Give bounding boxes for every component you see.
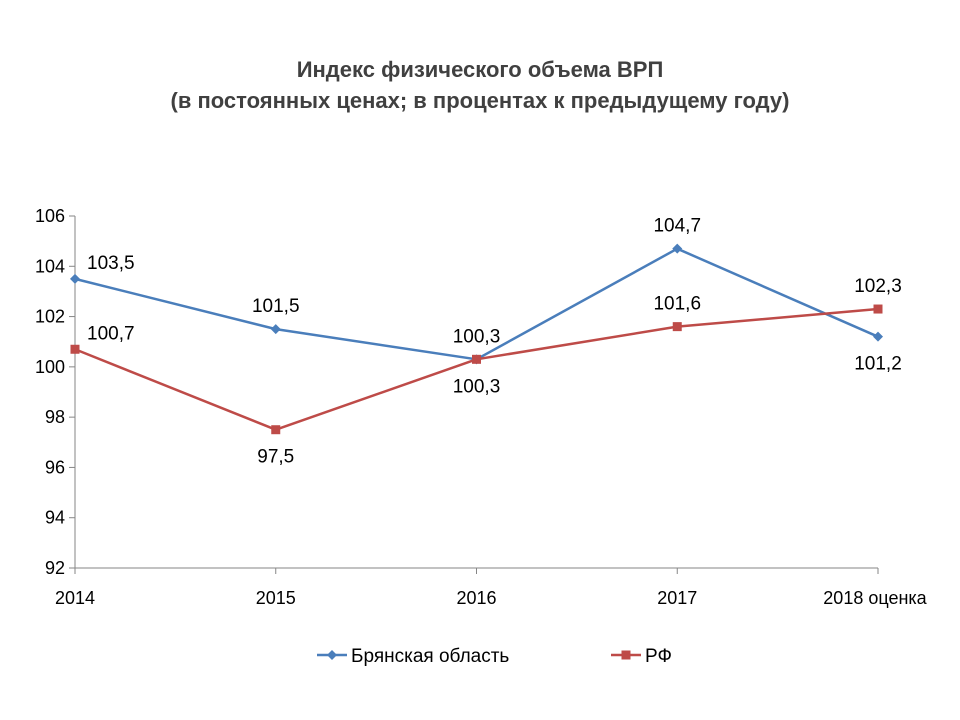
data-label: 104,7 bbox=[653, 216, 701, 237]
legend-marker bbox=[327, 650, 337, 660]
data-point-marker bbox=[873, 304, 883, 314]
x-tick-label: 2016 bbox=[456, 588, 496, 608]
y-tick-label: 98 bbox=[45, 407, 65, 427]
legend-label: Брянская область bbox=[351, 646, 509, 667]
series-lines bbox=[70, 243, 883, 435]
data-point-marker bbox=[70, 273, 80, 284]
data-point-marker bbox=[271, 425, 281, 435]
x-tick-label: 2015 bbox=[256, 588, 296, 608]
legend: Брянская область РФ bbox=[317, 646, 672, 667]
y-tick-label: 96 bbox=[45, 457, 65, 477]
chart-title-line1: Индекс физического объема ВРП bbox=[296, 57, 664, 82]
y-tick-label: 92 bbox=[45, 558, 65, 578]
data-label: 100,3 bbox=[453, 376, 501, 397]
legend-label: РФ bbox=[645, 646, 672, 667]
data-point-marker bbox=[270, 324, 281, 335]
data-point-marker bbox=[873, 331, 883, 342]
x-tick-label: 2018 оценка bbox=[823, 588, 927, 608]
y-tick-label: 102 bbox=[35, 307, 65, 327]
data-point-marker bbox=[672, 243, 683, 254]
chart-title: Индекс физического объема ВРП (в постоян… bbox=[0, 54, 960, 116]
y-tick-label: 104 bbox=[35, 256, 65, 276]
data-label: 101,6 bbox=[653, 294, 701, 315]
y-tick-label: 106 bbox=[35, 206, 65, 226]
y-tick-label: 100 bbox=[35, 357, 65, 377]
legend-item: РФ bbox=[611, 646, 672, 667]
chart-subtitle: (в постоянных ценах; в процентах к преды… bbox=[170, 88, 790, 113]
axes: 92 94 96 98 100 102 104 106 2014 2015 2016 2017 2018… bbox=[35, 206, 928, 608]
x-tick-label: 2017 bbox=[657, 588, 697, 608]
data-label: 103,5 bbox=[87, 253, 135, 274]
data-labels: 103,5 101,5 100,3 104,7 101,2 100,7 97,5 100,3 1… bbox=[87, 216, 902, 468]
data-label: 101,2 bbox=[854, 354, 902, 375]
legend-item: Брянская область bbox=[317, 646, 509, 667]
x-tick-label: 2014 bbox=[55, 588, 95, 608]
data-point-marker bbox=[472, 354, 481, 364]
data-label: 101,5 bbox=[252, 296, 300, 317]
data-label: 97,5 bbox=[257, 447, 294, 468]
y-tick-label: 94 bbox=[45, 508, 65, 528]
data-point-marker bbox=[672, 322, 682, 332]
data-label: 100,3 bbox=[453, 326, 501, 347]
data-label: 100,7 bbox=[87, 323, 135, 344]
data-label: 102,3 bbox=[854, 276, 902, 297]
data-point-marker bbox=[70, 344, 80, 354]
legend-marker bbox=[621, 650, 631, 660]
